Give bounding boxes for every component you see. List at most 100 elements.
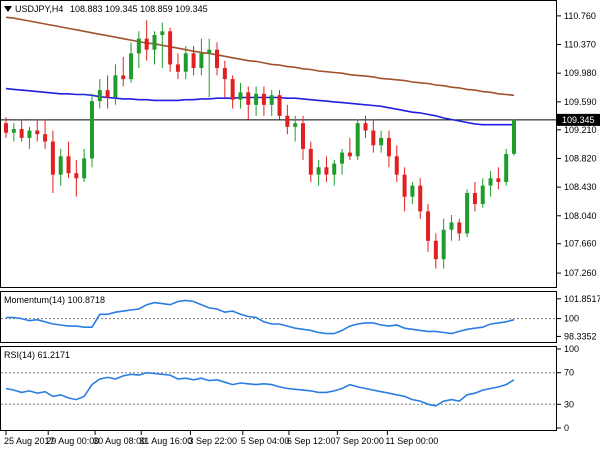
candle-body: [168, 31, 173, 65]
candle-body: [488, 178, 493, 186]
candle-body: [43, 134, 48, 142]
candle-body: [66, 156, 71, 174]
momentum-axis-label: 100: [564, 314, 579, 324]
candle-body: [316, 167, 321, 175]
rsi-axis-label: 100: [564, 344, 579, 354]
ohlc-header: 108.883 109.345 108.859 109.345: [70, 4, 208, 14]
candle-body: [285, 115, 290, 127]
candle-body: [472, 193, 477, 205]
price-axis-label: 108.040: [564, 211, 597, 221]
time-axis-label: 6 Sep 12:00: [287, 436, 336, 446]
price-axis-label: 107.660: [564, 239, 597, 249]
symbol-header: USDJPY,H4: [15, 4, 63, 14]
momentum-pane: [0, 291, 557, 343]
candle-body: [215, 49, 220, 69]
time-axis-label: 11 Sep 00:00: [385, 436, 438, 446]
price-axis-label: 108.430: [564, 182, 597, 192]
candle-body: [82, 158, 87, 179]
price-axis-label: 109.980: [564, 68, 597, 78]
candle-body: [512, 119, 516, 154]
rsi-pane: [0, 346, 557, 431]
momentum-plot: [1, 299, 557, 335]
candle-body: [394, 156, 399, 175]
price-axis-label: 110.370: [564, 40, 596, 50]
axes: 110.760 110.370 109.980 109.590 109.210 108.8…: [4, 11, 600, 446]
rsi-axis-label: 70: [564, 368, 574, 378]
price-axis-label: 110.760: [564, 11, 596, 21]
candle-body: [136, 38, 141, 54]
candle-body: [144, 38, 149, 50]
rsi-line: [5, 371, 515, 407]
price-axis-label: 109.210: [564, 125, 597, 135]
candle-body: [480, 185, 485, 205]
candle-body: [433, 240, 438, 260]
candle-body: [246, 92, 251, 105]
candle-body: [254, 93, 259, 105]
candle-body: [238, 92, 243, 100]
candle-body: [230, 79, 235, 100]
candle-body: [105, 90, 110, 98]
candle-body: [355, 123, 360, 157]
candle-body: [199, 53, 204, 69]
candle-body: [410, 185, 415, 197]
price-axis-label: 107.260: [564, 268, 597, 278]
price-plot: [1, 16, 557, 269]
candle-body: [504, 154, 509, 182]
rsi-axis-label: 0: [564, 423, 569, 433]
rsi-axis-label: 30: [564, 399, 574, 409]
candle-body: [4, 123, 8, 133]
rsi-plot: [1, 371, 557, 407]
candle-body: [324, 167, 329, 175]
time-axis-label: 25 Aug 2017: [4, 436, 55, 446]
last-price-label: 109.345: [562, 115, 595, 125]
candle-body: [89, 101, 94, 159]
candle-body: [308, 148, 313, 175]
rsi-title: RSI(14) 61.2171: [4, 350, 70, 360]
candle-body: [97, 90, 102, 102]
ma-fast-line: [5, 87, 514, 126]
time-axis-label: 5 Sep 04:00: [241, 436, 290, 446]
time-axis-label: 3 Sep 22:00: [188, 436, 237, 446]
candle-body: [113, 75, 118, 98]
candle-body: [27, 130, 32, 138]
candle-body: [293, 123, 298, 127]
momentum-axis-label: 101.8517: [564, 294, 600, 304]
candle-body: [269, 95, 274, 105]
candle-body: [347, 152, 352, 157]
price-pane: [0, 0, 557, 288]
candle-body: [191, 53, 196, 69]
candle-body: [449, 222, 454, 230]
candle-body: [19, 129, 24, 138]
time-axis-label: 7 Sep 20:00: [335, 436, 384, 446]
candle-body: [58, 156, 63, 175]
candle-body: [175, 64, 180, 72]
collapse-triangle-icon[interactable]: [4, 6, 12, 12]
candle-body: [496, 178, 501, 182]
time-axis-label: 30 Aug 08:00: [93, 436, 146, 446]
candle-body: [35, 130, 40, 135]
candle-body: [386, 137, 391, 157]
candle-body: [277, 95, 282, 116]
candle-body: [332, 163, 337, 175]
candle-body: [426, 211, 431, 241]
candle-body: [402, 174, 407, 197]
ma-slow-line: [5, 16, 515, 97]
candle-body: [441, 229, 446, 260]
candle-body: [465, 193, 470, 234]
candle-body: [152, 34, 157, 50]
last-price-tag: [557, 113, 600, 126]
candle-body: [457, 222, 462, 234]
price-axis-label: 108.820: [564, 153, 597, 163]
candle-body: [379, 137, 384, 146]
momentum-title: Momentum(14) 100.8718: [4, 295, 105, 305]
candle-body: [363, 123, 368, 131]
candle-body: [207, 49, 212, 54]
candle-body: [300, 123, 305, 149]
price-axis-label: 109.590: [564, 97, 597, 107]
time-axis-label: 29 Aug 00:00: [46, 436, 99, 446]
momentum-axis-label: 98.3352: [564, 331, 597, 341]
momentum-line: [6, 299, 515, 335]
candle-body: [222, 68, 227, 80]
